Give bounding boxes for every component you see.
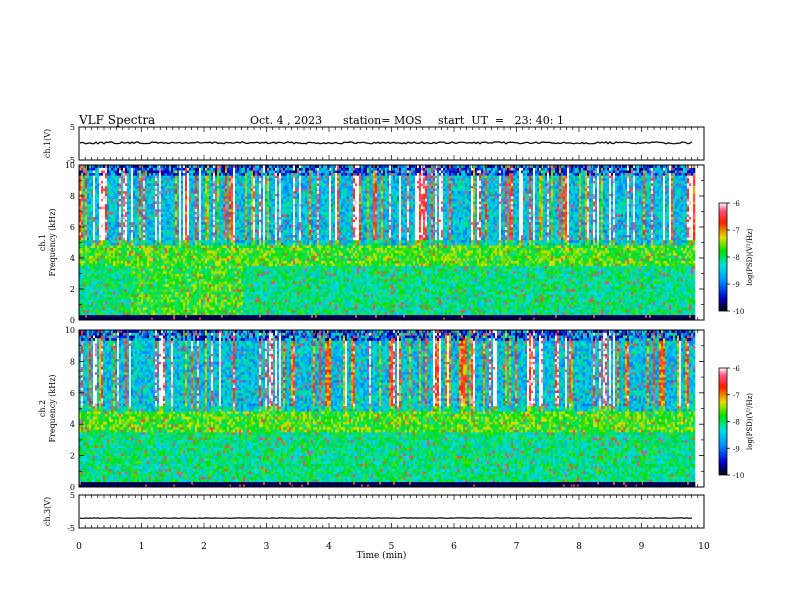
y-tick-label: 4 [70, 420, 75, 429]
y-tick-label: 4 [70, 254, 75, 263]
y-tick-label: 10 [65, 161, 75, 170]
colorbar-tick-label: -9 [733, 281, 740, 289]
x-tick-label: 0 [76, 542, 82, 552]
colorbar-label: log(PSD)(V²/Hz) [746, 228, 754, 285]
spectrogram-ch2 [79, 330, 695, 487]
colorbar-tick-label: -6 [733, 200, 740, 208]
colorbar-tick-label: -10 [733, 472, 744, 480]
y-tick-label: -5 [67, 524, 75, 533]
colorbar-tick-label: -7 [733, 227, 740, 235]
x-tick-label: 3 [264, 542, 270, 552]
y-tick-label: 8 [70, 357, 75, 366]
y-tick-label: 0 [70, 316, 75, 325]
spectrogram-ch1 [79, 165, 695, 320]
colorbar-tick-label: -10 [733, 308, 744, 316]
waveform-trace [80, 142, 692, 144]
y-tick-label: 6 [70, 389, 75, 398]
colorbar-tick-label: -6 [733, 365, 740, 373]
colorbar-ch1 [719, 203, 727, 311]
y-tick-label: 5 [70, 491, 75, 500]
colorbar-label: log(PSD)(V²/Hz) [746, 393, 754, 450]
colorbar-tick-label: -7 [733, 392, 740, 400]
y-tick-label: 2 [70, 285, 75, 294]
y-tick-label: 6 [70, 223, 75, 232]
y-axis-label: Frequency (kHz) [48, 374, 57, 442]
x-tick-label: 9 [639, 542, 645, 552]
x-tick-label: 10 [698, 542, 710, 552]
colorbar-tick-label: -8 [733, 254, 740, 262]
x-tick-label: 1 [139, 542, 145, 552]
y-axis-label: ch.1(V) [43, 129, 52, 158]
colorbar-tick-label: -9 [733, 445, 740, 453]
x-tick-label: 4 [326, 542, 332, 552]
y-axis-label: ch.1 [38, 234, 47, 251]
x-axis-label: Time (min) [357, 550, 407, 561]
x-tick-label: 8 [576, 542, 582, 552]
colorbar-tick-label: -8 [733, 419, 740, 427]
y-axis-label: ch.3(V) [43, 497, 52, 526]
y-axis-label: Frequency (kHz) [48, 208, 57, 276]
x-tick-label: 2 [201, 542, 207, 552]
y-tick-label: 8 [70, 192, 75, 201]
y-tick-label: 5 [70, 123, 75, 132]
colorbar-ch2 [719, 368, 727, 475]
y-axis-label: ch.2 [38, 400, 47, 417]
y-tick-label: 2 [70, 452, 75, 461]
y-tick-label: 10 [65, 326, 75, 335]
x-tick-label: 6 [451, 542, 457, 552]
x-tick-label: 7 [514, 542, 520, 552]
